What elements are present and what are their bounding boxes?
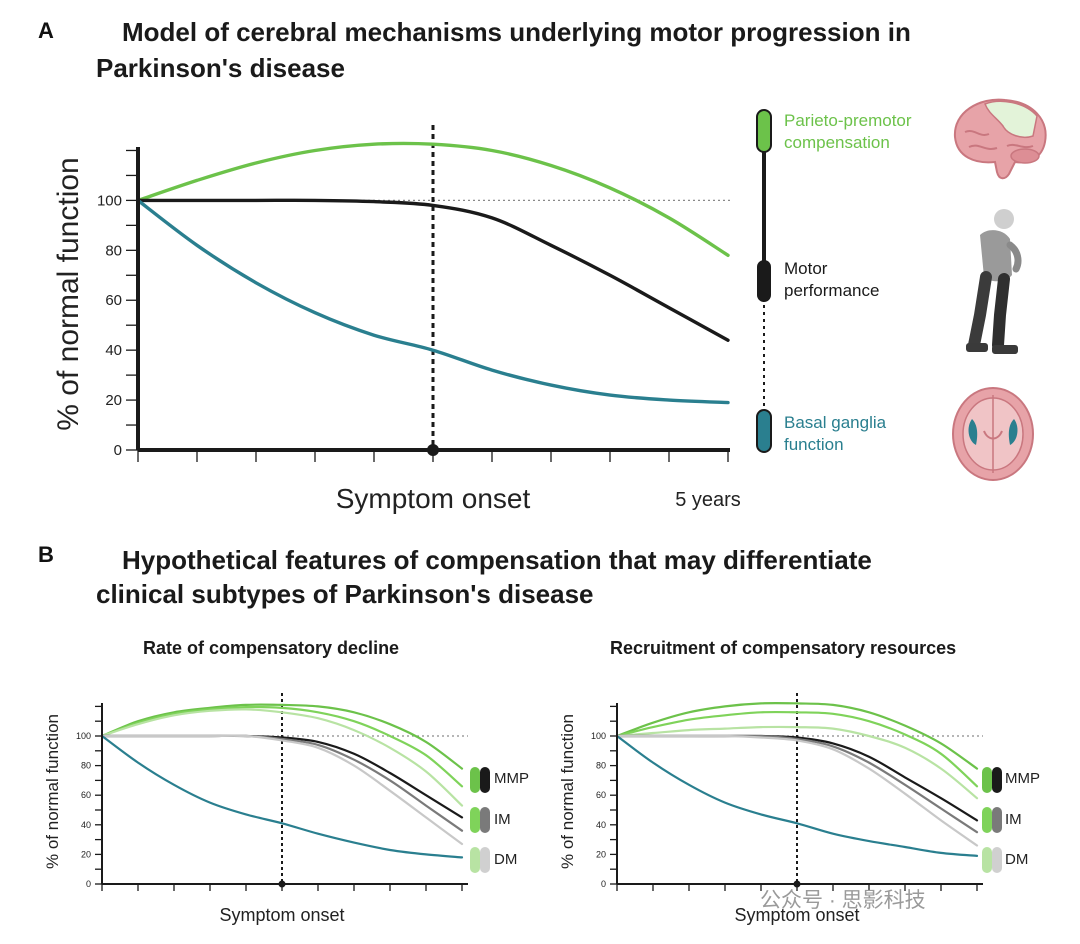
chart-b-right-series-6 bbox=[615, 734, 979, 857]
chart-b-left-series-0 bbox=[100, 703, 464, 770]
chart-b-right-y-label: % of normal function bbox=[558, 714, 577, 869]
panel-b-right-title: Recruitment of compensatory resources bbox=[610, 638, 957, 658]
legend-right-im-gray bbox=[992, 807, 1002, 833]
chart-a-ytick-label-20: 20 bbox=[105, 392, 122, 409]
chart-b-left-x-label: Symptom onset bbox=[219, 905, 344, 925]
legend-right-dm-gray bbox=[992, 847, 1002, 873]
legend-green-line2: compensation bbox=[784, 133, 890, 152]
chart-a-ytick-label-60: 60 bbox=[105, 292, 122, 309]
legend-green-pill bbox=[756, 109, 772, 153]
legend-teal-label: Basal ganglia function bbox=[784, 412, 886, 456]
legend-right-mmp-green bbox=[982, 767, 992, 793]
legend-right-mmp-black bbox=[992, 767, 1002, 793]
legend-left-dm: DM bbox=[494, 851, 518, 868]
legend-right-im: IM bbox=[1005, 811, 1022, 828]
legend-right-dm: DM bbox=[1005, 851, 1029, 868]
legend-left-im: IM bbox=[494, 811, 511, 828]
legend-black-line1: Motor bbox=[784, 259, 828, 278]
chart-b-left-ytick-label-20: 20 bbox=[81, 849, 91, 859]
panel-a-title-line2: Parkinson's disease bbox=[96, 53, 345, 83]
chart-b-right-series-1 bbox=[615, 710, 979, 788]
subtype-legend-right bbox=[982, 767, 1002, 873]
chart-a-x-label: Symptom onset bbox=[336, 483, 531, 514]
chart-b-right-ytick-label-80: 80 bbox=[596, 761, 606, 771]
legend-right-mmp: MMP bbox=[1005, 770, 1040, 787]
legend-left-dm-gray bbox=[480, 847, 490, 873]
brain-axial-icon bbox=[952, 387, 1034, 481]
panel-b-left-title: Rate of compensatory decline bbox=[143, 638, 400, 658]
chart-b-left-ytick-label-80: 80 bbox=[81, 761, 91, 771]
chart-a-onset-dot bbox=[427, 444, 439, 456]
panel-a-letter: A bbox=[38, 18, 54, 43]
chart-b-left-series-6 bbox=[100, 734, 464, 859]
legend-black-pill bbox=[757, 260, 771, 302]
legend-left-mmp-black bbox=[480, 767, 490, 793]
chart-b-left-series-1 bbox=[100, 705, 464, 788]
chart-a: 0 20 40 60 80 100 % of normal function Symptom … bbox=[52, 125, 740, 514]
legend-left-im-green bbox=[470, 807, 480, 833]
chart-a-ytick-label-0: 0 bbox=[114, 442, 122, 459]
chart-b-right-ytick-label-20: 20 bbox=[596, 849, 606, 859]
panel-a-title-line1: Model of cerebral mechanisms underlying … bbox=[122, 17, 911, 47]
legend-teal-line2: function bbox=[784, 435, 844, 454]
chart-a-series-0 bbox=[136, 141, 730, 257]
chart-b-left-ytick-label-100: 100 bbox=[76, 731, 91, 741]
legend-black-label: Motor performance bbox=[784, 258, 879, 302]
chart-b-left-ytick-label-40: 40 bbox=[81, 820, 91, 830]
patient-figure-icon bbox=[966, 209, 1022, 354]
chart-a-series-1 bbox=[136, 198, 730, 342]
chart-b-left-ytick-label-60: 60 bbox=[81, 790, 91, 800]
chart-b-right-ytick-label-60: 60 bbox=[596, 790, 606, 800]
legend-right-dm-green bbox=[982, 847, 992, 873]
chart-b-left-onset-dot bbox=[278, 880, 286, 888]
brain-lateral-icon bbox=[953, 98, 1047, 180]
legend-green-label: Parieto-premotor compensation bbox=[784, 110, 912, 154]
chart-b-right-series-0 bbox=[615, 702, 979, 770]
chart-a-ytick-label-40: 40 bbox=[105, 342, 122, 359]
chart-b-right-ytick-label-100: 100 bbox=[591, 731, 606, 741]
panel-b-letter: B bbox=[38, 542, 54, 567]
watermark: 公众号 · 思影科技 bbox=[760, 889, 926, 912]
panel-b-title-line2: clinical subtypes of Parkinson's disease bbox=[96, 579, 594, 609]
chart-b-right-onset-dot bbox=[793, 880, 801, 888]
chart-b-right-series-5 bbox=[615, 734, 979, 847]
chart-a-series-2 bbox=[136, 198, 730, 405]
subtype-legend-left bbox=[470, 767, 490, 873]
legend-left-mmp: MMP bbox=[494, 770, 529, 787]
legend-left-im-gray bbox=[480, 807, 490, 833]
chart-b-left: 0 20 40 60 80 100 % of normal function Symptom … bbox=[43, 693, 468, 925]
legend-teal-pill bbox=[756, 409, 772, 453]
legend-left-dm-green bbox=[470, 847, 480, 873]
chart-b-left-y-label: % of normal function bbox=[43, 714, 62, 869]
chart-b-right: 0 20 40 60 80 100 % of normal function Symptom … bbox=[558, 693, 983, 925]
chart-a-y-label: % of normal function bbox=[52, 157, 85, 430]
chart-b-left-series-2 bbox=[100, 708, 464, 807]
chart-a-x-end-label: 5 years bbox=[675, 489, 740, 511]
legend-green-line1: Parieto-premotor bbox=[784, 111, 912, 130]
legend-a-stick bbox=[756, 109, 772, 453]
legend-black-line2: performance bbox=[784, 281, 880, 300]
panel-b-title-line1: Hypothetical features of compensation th… bbox=[122, 545, 872, 575]
legend-left-mmp-green bbox=[470, 767, 480, 793]
legend-teal-line1: Basal ganglia bbox=[784, 413, 887, 432]
chart-b-left-ytick-label-0: 0 bbox=[86, 879, 91, 889]
chart-b-right-x-label: Symptom onset bbox=[734, 905, 859, 925]
chart-b-right-series-2 bbox=[615, 725, 979, 800]
legend-right-im-green bbox=[982, 807, 992, 833]
chart-b-right-ytick-label-40: 40 bbox=[596, 820, 606, 830]
chart-a-ytick-label-100: 100 bbox=[97, 192, 122, 209]
chart-b-left-series-5 bbox=[100, 734, 464, 846]
chart-a-ytick-label-80: 80 bbox=[105, 242, 122, 259]
chart-b-right-ytick-label-0: 0 bbox=[601, 879, 606, 889]
